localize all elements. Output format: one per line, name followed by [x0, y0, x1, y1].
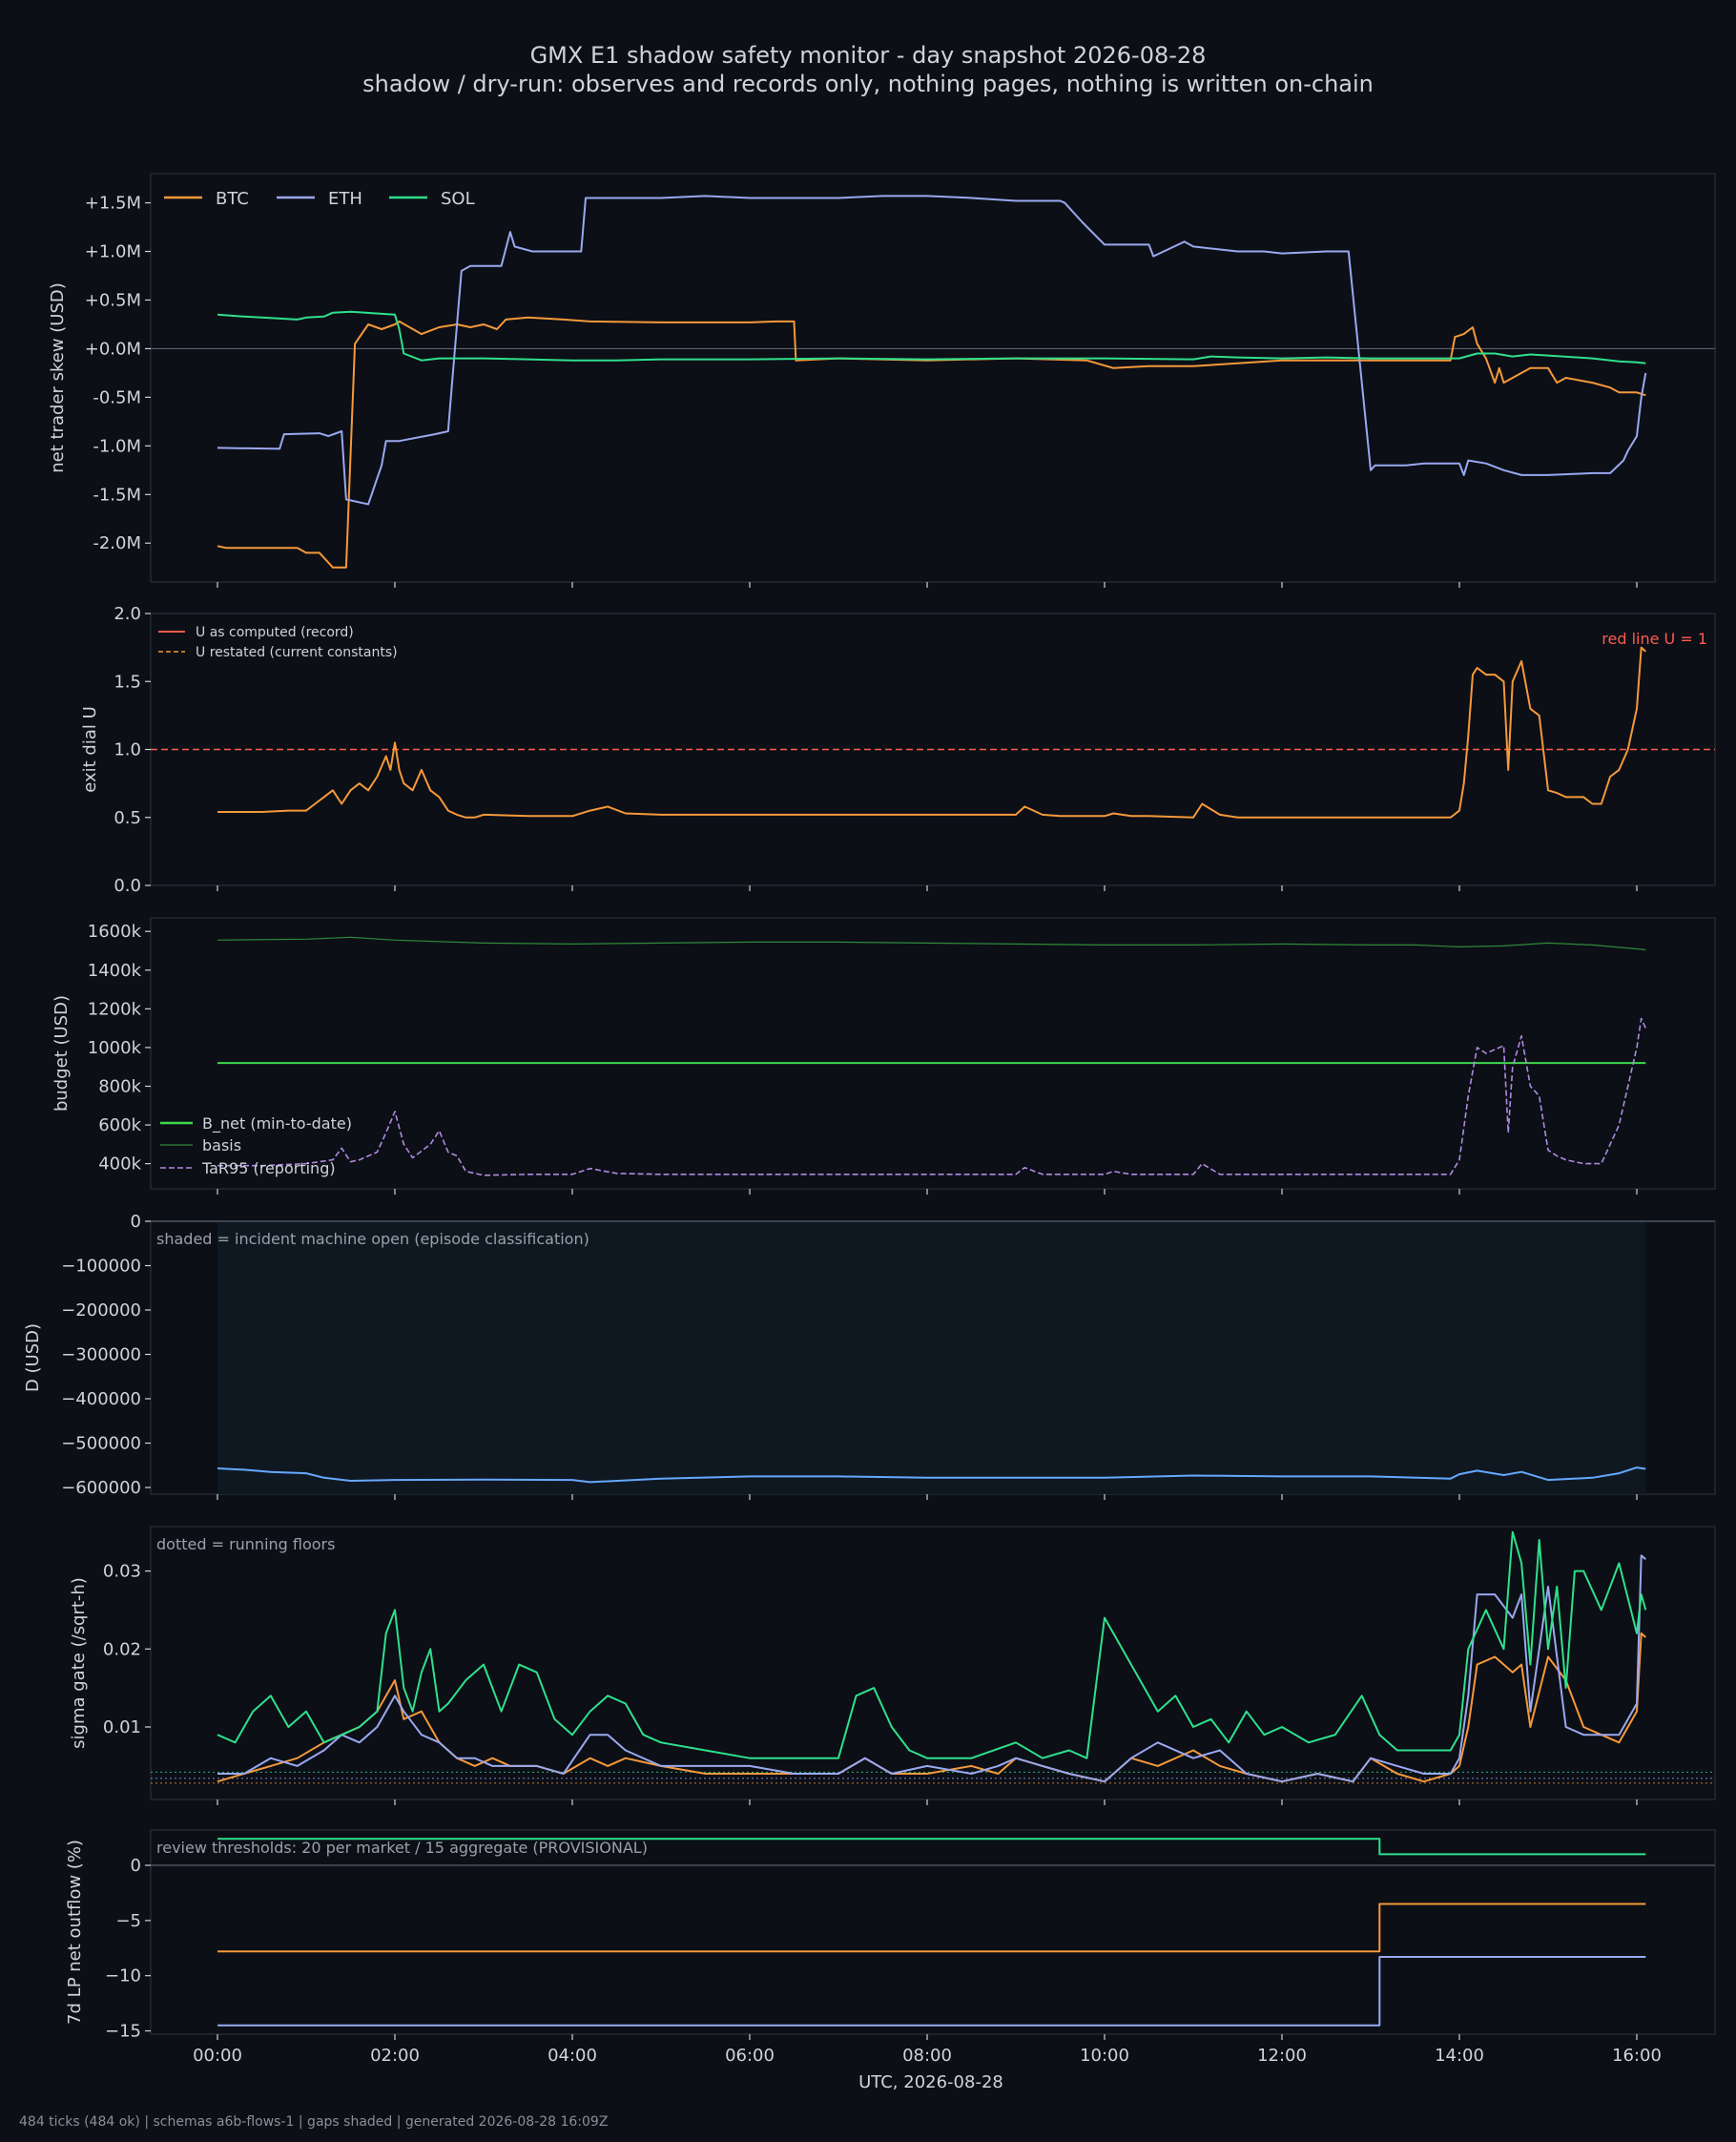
y-tick-label: 1400k	[88, 961, 142, 981]
chart-subtitle: shadow / dry-run: observes and records o…	[362, 71, 1374, 97]
y-tick-label: 1200k	[88, 999, 142, 1019]
footer-text: 484 ticks (484 ok) | schemas a6b-flows-1…	[19, 2114, 608, 2130]
y-tick-label: 400k	[98, 1154, 141, 1175]
y-tick-label: 1600k	[88, 922, 142, 942]
y-tick-label: −500000	[61, 1434, 141, 1454]
series-line-d	[217, 1466, 1646, 1484]
y-axis-label: 7d LP net outflow (%)	[65, 1840, 85, 2025]
y-tick-label: +0.5M	[85, 290, 141, 310]
panel-frame	[150, 917, 1716, 1190]
redline-annotation: red line U = 1	[1602, 630, 1707, 648]
x-tick-label: 08:00	[902, 2046, 952, 2066]
x-tick-label: 06:00	[725, 2046, 775, 2066]
series-line-btc	[217, 1903, 1646, 1953]
panel-note: shaded = incident machine open (episode …	[156, 1230, 589, 1248]
series-line-eth	[217, 195, 1647, 506]
series-line-eth	[217, 1956, 1646, 2027]
y-tick-label: 0.0	[114, 876, 141, 896]
series-line-u-as-computed-record-	[217, 646, 1646, 819]
y-tick-label: −5	[115, 1911, 141, 1931]
y-tick-label: −10	[105, 1966, 141, 1986]
legend-label: B_net (min-to-date)	[202, 1114, 352, 1133]
series-line-eth	[217, 1554, 1646, 1783]
y-axis-label: exit dial U	[80, 706, 100, 793]
y-tick-label: 0.5	[114, 808, 141, 828]
y-tick-label: 0	[131, 1856, 141, 1876]
series-line-basis	[217, 936, 1646, 951]
y-tick-label: −100000	[61, 1257, 141, 1277]
y-tick-label: 1.5	[114, 672, 141, 692]
x-tick-label: 00:00	[193, 2046, 242, 2066]
y-tick-label: +1.0M	[85, 242, 141, 262]
legend-label: U as computed (record)	[196, 625, 354, 640]
x-tick-label: 04:00	[548, 2046, 597, 2066]
x-tick-label: 16:00	[1612, 2046, 1662, 2066]
y-axis-label: budget (USD)	[52, 995, 72, 1112]
legend-label: basis	[202, 1136, 241, 1154]
legend-label: U restated (current constants)	[196, 645, 398, 660]
x-axis-label: UTC, 2026-08-28	[858, 2072, 1003, 2092]
panel-dial: 0.0 0.5 1.0 1.5 2.0 exit dial U red line U = 1…	[80, 604, 1716, 896]
series-line-btc	[217, 1632, 1646, 1783]
x-tick-label: 10:00	[1080, 2046, 1129, 2066]
y-tick-label: −600000	[61, 1478, 141, 1498]
y-tick-label: 1000k	[88, 1038, 142, 1058]
y-tick-label: 800k	[98, 1076, 141, 1096]
y-tick-label: +0.0M	[85, 339, 141, 359]
y-tick-label: -1.5M	[93, 485, 141, 505]
panel-budget: 400k 600k 800k 1000k 1200k 1400k 1600k budget (…	[52, 917, 1716, 1195]
x-tick-label: 14:00	[1435, 2046, 1484, 2066]
y-tick-label: 0.02	[103, 1639, 141, 1659]
y-axis-label: D (USD)	[23, 1323, 43, 1392]
panel-note: review thresholds: 20 per market / 15 ag…	[156, 1839, 648, 1857]
y-axis-label: net trader skew (USD)	[48, 282, 68, 473]
panels: +1.5M +1.0M +0.5M +0.0M -0.5M -1.0M -1.5M -2.0M…	[23, 173, 1716, 2066]
y-tick-label: -1.0M	[93, 436, 141, 456]
y-tick-label: −400000	[61, 1389, 141, 1409]
series-line-sol	[217, 1838, 1646, 1856]
y-tick-label: −300000	[61, 1345, 141, 1365]
legend-label: ETH	[328, 189, 362, 209]
y-tick-label: 0.03	[103, 1562, 141, 1582]
x-tick-label: 02:00	[370, 2046, 420, 2066]
y-tick-label: 0.01	[103, 1717, 141, 1737]
panel-note: dotted = running floors	[156, 1535, 335, 1553]
y-tick-label: 600k	[98, 1115, 141, 1135]
y-tick-label: +1.5M	[85, 194, 141, 214]
y-tick-label: −15	[105, 2022, 141, 2042]
panel-frame	[150, 1829, 1716, 2035]
panel-skew: +1.5M +1.0M +0.5M +0.0M -0.5M -1.0M -1.5M -2.0M…	[48, 173, 1716, 588]
panel-outflow: 0 −5 −10 −15 00:00 02:00 04:00 06:00 08:00 10:00 1…	[65, 1829, 1716, 2066]
legend-label: TaR95 (reporting)	[201, 1159, 336, 1177]
series-line-sol	[217, 1530, 1647, 1759]
y-tick-label: -0.5M	[93, 387, 141, 407]
panel-frame	[150, 1526, 1716, 1800]
legend-label: SOL	[441, 189, 475, 209]
y-tick-label: 0	[131, 1212, 141, 1232]
x-tick-label: 12:00	[1257, 2046, 1307, 2066]
y-tick-label: 2.0	[114, 604, 141, 624]
series-line-sol	[217, 310, 1646, 364]
y-tick-label: −200000	[61, 1300, 141, 1321]
y-axis-label: sigma gate (/sqrt-h)	[69, 1577, 89, 1749]
series-line-tar95-reporting-	[217, 1017, 1647, 1176]
incident-shade	[217, 1221, 1646, 1494]
y-tick-label: -2.0M	[93, 533, 141, 553]
panel-frame	[150, 173, 1716, 583]
y-tick-label: 1.0	[114, 740, 141, 760]
chart-title: GMX E1 shadow safety monitor - day snaps…	[530, 42, 1207, 69]
panel-sigma: 0.01 0.02 0.03 sigma gate (/sqrt-h) dotted =…	[69, 1526, 1716, 1805]
panel-d: 0 −100000 −200000 −300000 −400000 −500000 −600…	[23, 1212, 1716, 1500]
legend-label: BTC	[216, 189, 249, 209]
